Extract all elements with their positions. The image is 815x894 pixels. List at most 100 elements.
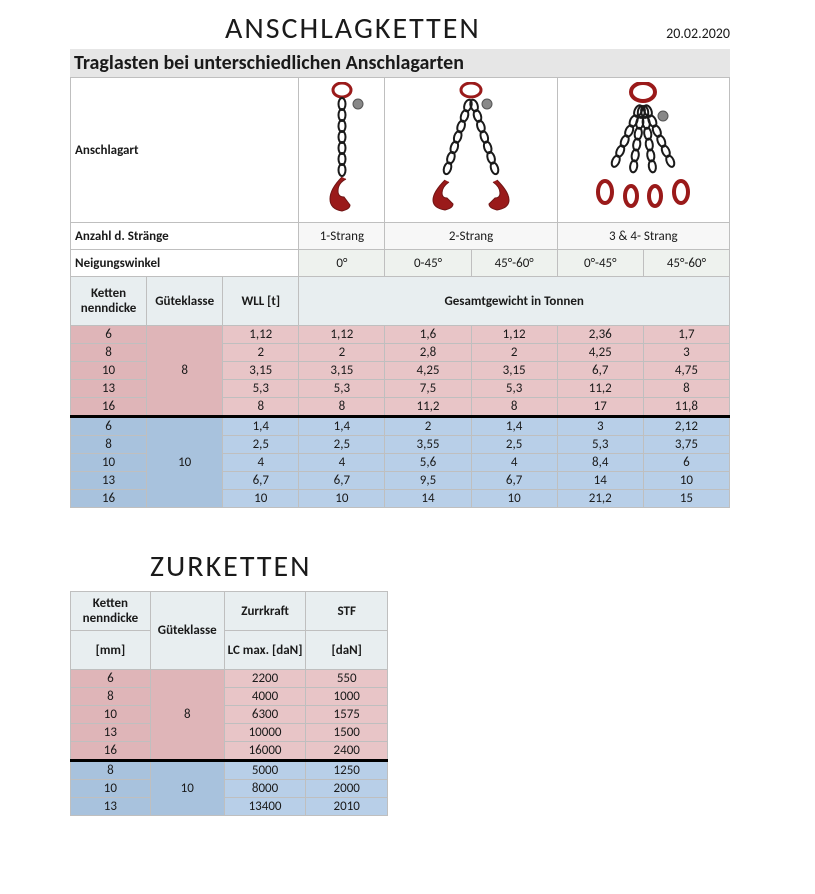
value-cell: 2,5 bbox=[471, 436, 557, 454]
value-cell: 1250 bbox=[306, 761, 388, 780]
value-cell: 11,2 bbox=[557, 380, 643, 398]
ketten-cell: 8 bbox=[71, 436, 147, 454]
value-cell: 2,5 bbox=[299, 436, 385, 454]
table-row: 81050001250 bbox=[71, 761, 388, 780]
value-cell: 8 bbox=[471, 398, 557, 417]
t2-col-zurr: Zurrkraft bbox=[224, 592, 306, 631]
value-cell: 11,2 bbox=[385, 398, 471, 417]
value-cell: 2010 bbox=[306, 798, 388, 816]
value-cell: 9,5 bbox=[385, 472, 471, 490]
ketten-cell: 13 bbox=[71, 472, 147, 490]
angle-cell: 45°-60° bbox=[471, 250, 557, 277]
value-cell: 10000 bbox=[224, 724, 306, 742]
value-cell: 2,8 bbox=[385, 344, 471, 362]
value-cell: 2,12 bbox=[643, 417, 729, 436]
ketten-cell: 10 bbox=[71, 706, 151, 724]
ketten-cell: 8 bbox=[71, 344, 147, 362]
value-cell: 10 bbox=[223, 490, 299, 508]
value-cell: 6,7 bbox=[557, 362, 643, 380]
chain-2-strand-icon bbox=[385, 78, 557, 223]
chain-4-strand-icon bbox=[557, 78, 729, 223]
value-cell: 550 bbox=[306, 670, 388, 688]
guete-cell: 8 bbox=[147, 326, 223, 417]
value-cell: 3,15 bbox=[471, 362, 557, 380]
value-cell: 10 bbox=[643, 472, 729, 490]
ketten-cell: 10 bbox=[71, 780, 151, 798]
col-ketten: Ketten nenndicke bbox=[71, 277, 147, 326]
value-cell: 6,7 bbox=[223, 472, 299, 490]
page-date: 20.02.2020 bbox=[666, 25, 730, 42]
value-cell: 1500 bbox=[306, 724, 388, 742]
value-cell: 2,36 bbox=[557, 326, 643, 344]
angle-cell: 0°-45° bbox=[557, 250, 643, 277]
value-cell: 21,2 bbox=[557, 490, 643, 508]
value-cell: 4 bbox=[299, 454, 385, 472]
table-row: 16160002400 bbox=[71, 742, 388, 761]
t2-col-dan: [daN] bbox=[306, 631, 388, 670]
value-cell: 6,7 bbox=[299, 472, 385, 490]
value-cell: 2 bbox=[385, 417, 471, 436]
value-cell: 1000 bbox=[306, 688, 388, 706]
strands-3-4: 3 & 4- Strang bbox=[557, 223, 729, 250]
value-cell: 4,25 bbox=[385, 362, 471, 380]
value-cell: 3,75 bbox=[643, 436, 729, 454]
t2-col-lc: LC max. [daN] bbox=[224, 631, 306, 670]
angle-cell: 0° bbox=[299, 250, 385, 277]
ketten-cell: 10 bbox=[71, 362, 147, 380]
value-cell: 4,75 bbox=[643, 362, 729, 380]
strands-2: 2-Strang bbox=[385, 223, 557, 250]
value-cell: 2 bbox=[299, 344, 385, 362]
zurketten-table: Ketten nenndicke Güteklasse Zurrkraft ST… bbox=[70, 591, 388, 816]
ketten-cell: 6 bbox=[71, 670, 151, 688]
value-cell: 2000 bbox=[306, 780, 388, 798]
value-cell: 5,3 bbox=[471, 380, 557, 398]
value-cell: 8000 bbox=[224, 780, 306, 798]
value-cell: 2200 bbox=[224, 670, 306, 688]
value-cell: 5000 bbox=[224, 761, 306, 780]
value-cell: 5,3 bbox=[557, 436, 643, 454]
page-title: ANSCHLAGKETTEN bbox=[225, 10, 481, 47]
value-cell: 1,4 bbox=[471, 417, 557, 436]
value-cell: 1,12 bbox=[299, 326, 385, 344]
value-cell: 11,8 bbox=[643, 398, 729, 417]
value-cell: 7,5 bbox=[385, 380, 471, 398]
title-row: ANSCHLAGKETTEN 20.02.2020 bbox=[70, 10, 730, 47]
ketten-cell: 8 bbox=[71, 761, 151, 780]
value-cell: 3 bbox=[557, 417, 643, 436]
t2-col-ketten: Ketten nenndicke bbox=[71, 592, 151, 631]
value-cell: 6300 bbox=[224, 706, 306, 724]
value-cell: 3,15 bbox=[223, 362, 299, 380]
table-row: 10 80002000 bbox=[71, 780, 388, 798]
value-cell: 8 bbox=[299, 398, 385, 417]
angle-label: Neigungswinkel bbox=[71, 250, 299, 277]
zurketten-title: ZURKETTEN bbox=[150, 548, 805, 585]
value-cell: 5,3 bbox=[223, 380, 299, 398]
value-cell: 1,4 bbox=[223, 417, 299, 436]
ketten-cell: 8 bbox=[71, 688, 151, 706]
guete-cell: 10 bbox=[147, 417, 223, 508]
anschlagart-label: Anschlagart bbox=[71, 78, 299, 223]
value-cell: 14 bbox=[385, 490, 471, 508]
col-wll: WLL [t] bbox=[223, 277, 299, 326]
value-cell: 10 bbox=[471, 490, 557, 508]
value-cell: 16000 bbox=[224, 742, 306, 761]
table-row: 13 134002010 bbox=[71, 798, 388, 816]
value-cell: 10 bbox=[299, 490, 385, 508]
value-cell: 1,4 bbox=[299, 417, 385, 436]
strands-label: Anzahl d. Stränge bbox=[71, 223, 299, 250]
strands-1: 1-Strang bbox=[299, 223, 385, 250]
angle-cell: 0-45° bbox=[385, 250, 471, 277]
value-cell: 1,12 bbox=[223, 326, 299, 344]
value-cell: 13400 bbox=[224, 798, 306, 816]
page-subtitle: Traglasten bei unterschiedlichen Anschla… bbox=[70, 49, 730, 77]
t2-col-mm: [mm] bbox=[71, 631, 151, 670]
table-row: 681,121,121,61,122,361,7 bbox=[71, 326, 730, 344]
anschlagketten-table: Anschlagart bbox=[70, 77, 730, 508]
ketten-cell: 13 bbox=[71, 798, 151, 816]
table-row: 6101,41,421,432,12 bbox=[71, 417, 730, 436]
ketten-cell: 6 bbox=[71, 417, 147, 436]
value-cell: 2 bbox=[471, 344, 557, 362]
value-cell: 1,12 bbox=[471, 326, 557, 344]
value-cell: 3 bbox=[643, 344, 729, 362]
t2-col-guete: Güteklasse bbox=[150, 592, 224, 670]
